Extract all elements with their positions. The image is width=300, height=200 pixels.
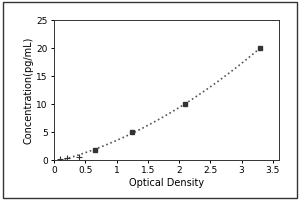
- Y-axis label: Concentration(pg/mL): Concentration(pg/mL): [23, 36, 34, 144]
- X-axis label: Optical Density: Optical Density: [129, 178, 204, 188]
